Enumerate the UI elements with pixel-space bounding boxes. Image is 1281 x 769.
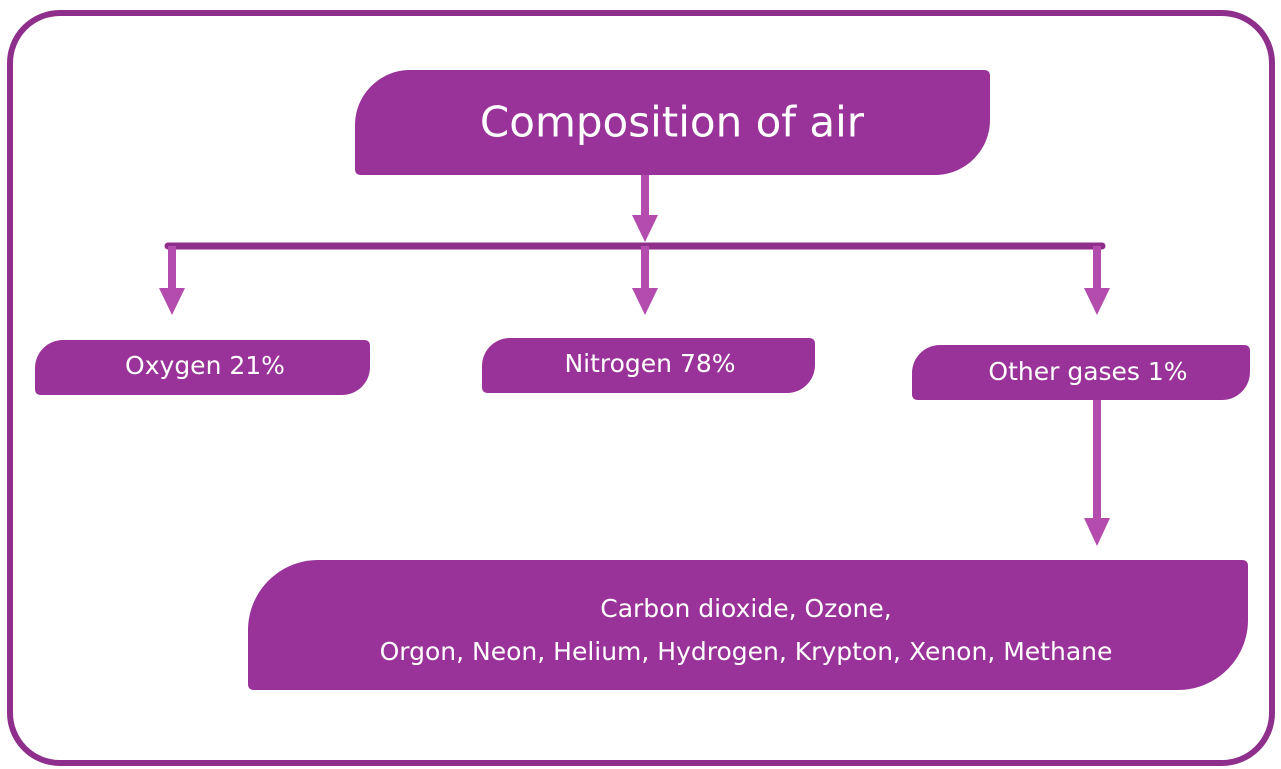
node-shape <box>355 70 990 175</box>
node-shape <box>482 338 815 393</box>
node-label: Orgon, Neon, Helium, Hydrogen, Krypton, … <box>380 637 1113 666</box>
node-label: Carbon dioxide, Ozone, <box>600 594 892 623</box>
node-label: Nitrogen 78% <box>564 349 735 378</box>
node-shape <box>912 345 1250 400</box>
arrowhead <box>159 288 185 315</box>
arrowhead <box>1084 288 1110 315</box>
node-shape <box>35 340 370 395</box>
node-label: Composition of air <box>480 98 865 147</box>
arrowhead <box>632 215 658 242</box>
connectors <box>159 175 1110 546</box>
node-label: Oxygen 21% <box>125 351 285 380</box>
arrowhead <box>632 288 658 315</box>
node-shape <box>248 560 1248 690</box>
node-label: Other gases 1% <box>988 357 1187 386</box>
arrowhead <box>1084 518 1110 546</box>
